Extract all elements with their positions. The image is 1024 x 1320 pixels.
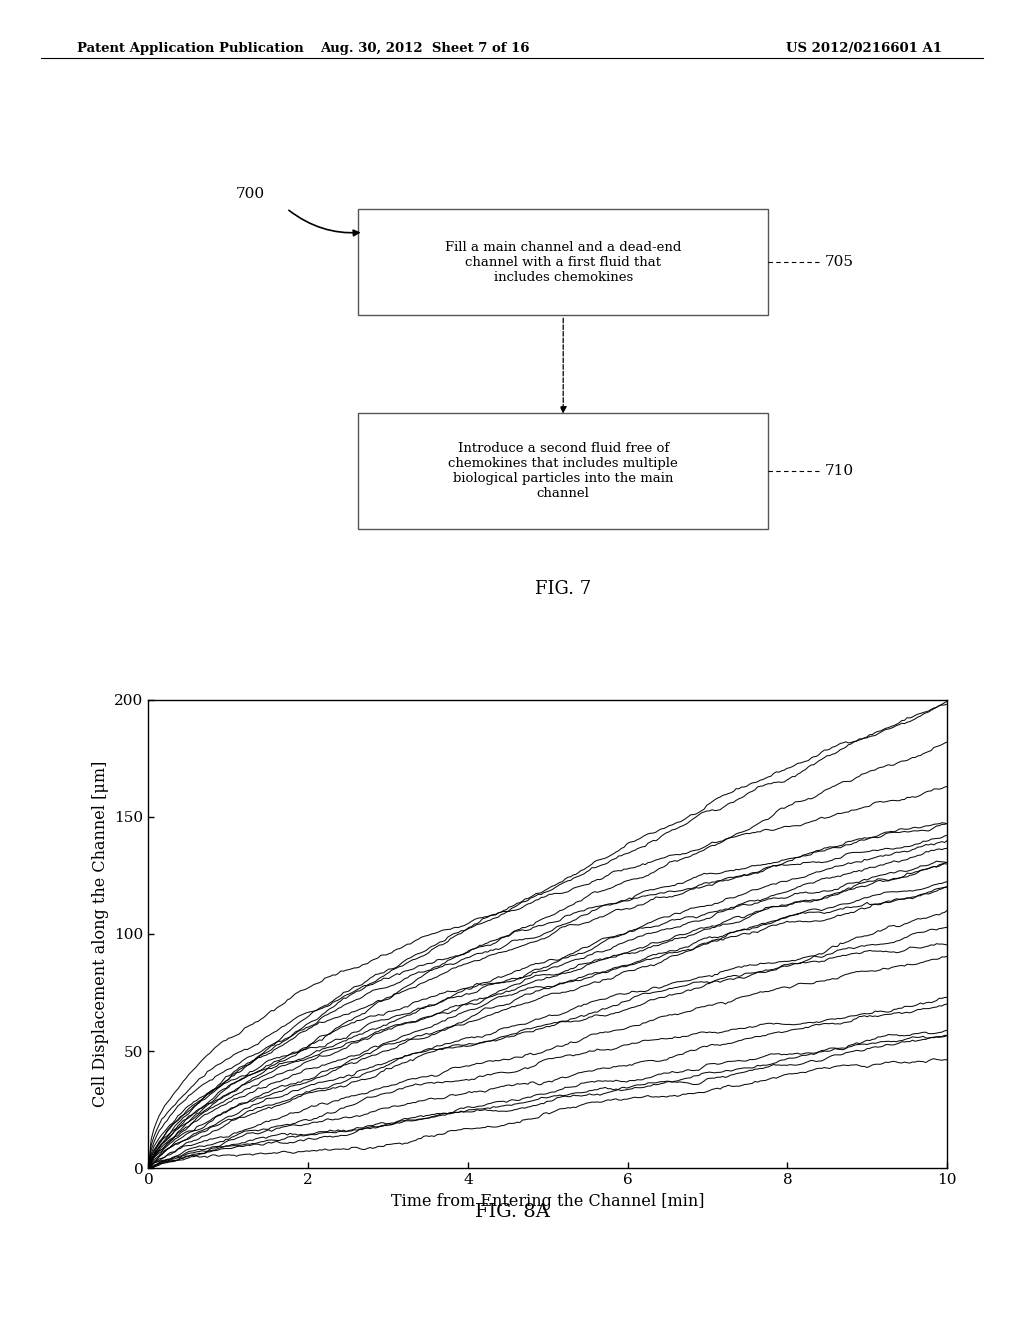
Text: FIG. 8A: FIG. 8A: [474, 1203, 550, 1221]
Text: Introduce a second fluid free of
chemokines that includes multiple
biological pa: Introduce a second fluid free of chemoki…: [449, 442, 678, 500]
FancyBboxPatch shape: [358, 413, 768, 529]
Text: FIG. 7: FIG. 7: [536, 579, 591, 598]
X-axis label: Time from Entering the Channel [min]: Time from Entering the Channel [min]: [391, 1192, 705, 1209]
Text: 705: 705: [824, 255, 853, 269]
Text: Aug. 30, 2012  Sheet 7 of 16: Aug. 30, 2012 Sheet 7 of 16: [321, 42, 529, 55]
Text: Fill a main channel and a dead-end
channel with a first fluid that
includes chem: Fill a main channel and a dead-end chann…: [445, 240, 681, 284]
Text: 700: 700: [236, 186, 264, 201]
Text: Patent Application Publication: Patent Application Publication: [77, 42, 303, 55]
FancyBboxPatch shape: [358, 209, 768, 315]
Text: US 2012/0216601 A1: US 2012/0216601 A1: [786, 42, 942, 55]
Y-axis label: Cell Displacement along the Channel [μm]: Cell Displacement along the Channel [μm]: [92, 760, 109, 1107]
Text: 710: 710: [824, 465, 853, 478]
